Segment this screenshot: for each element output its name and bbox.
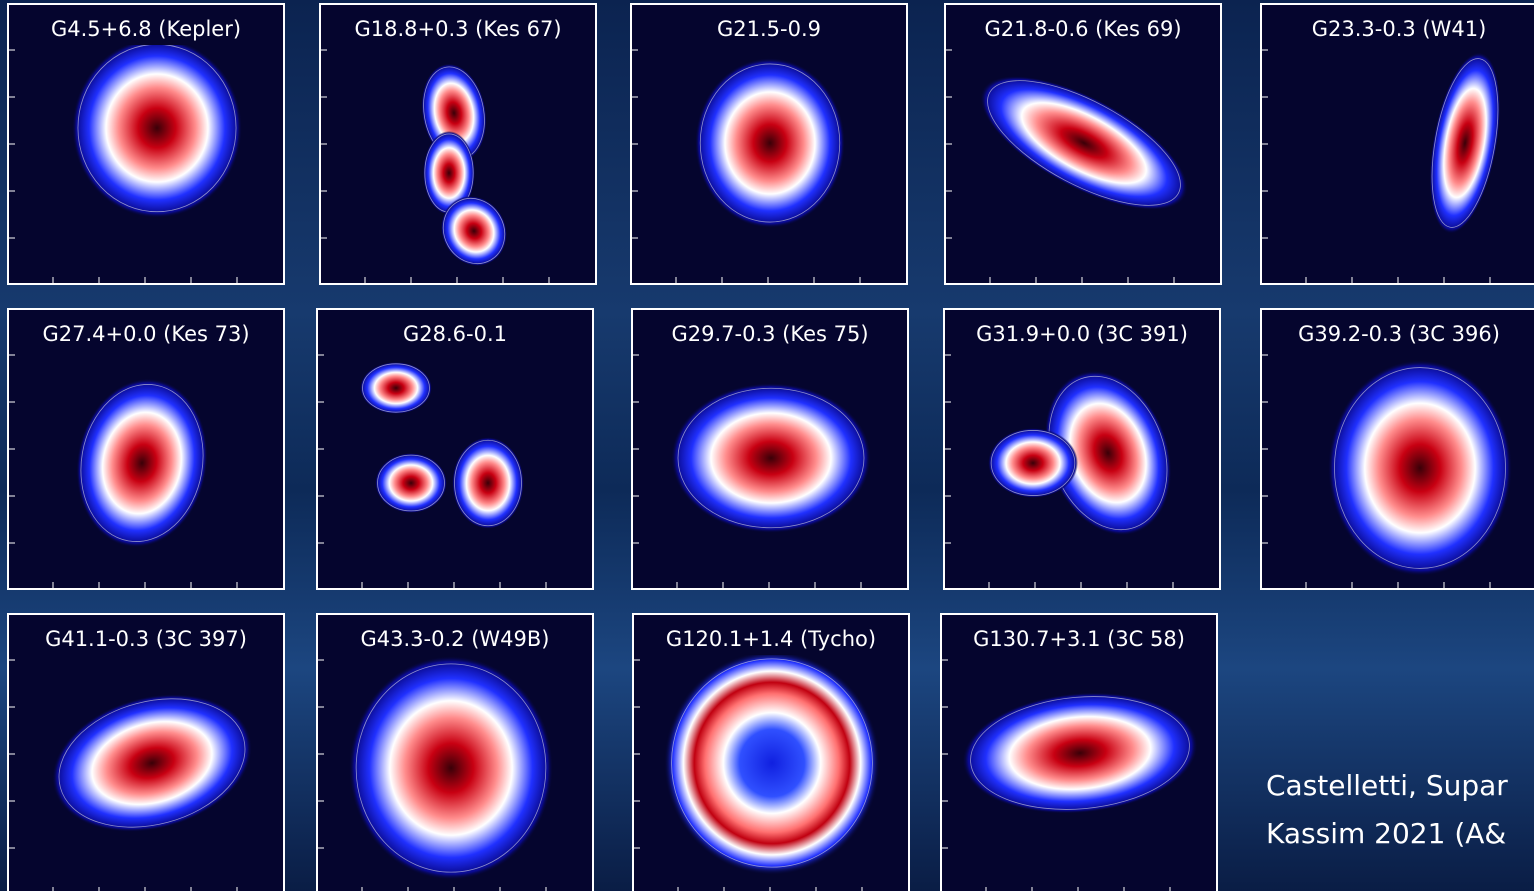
- panel-title: G23.3-0.3 (W41): [1312, 17, 1487, 41]
- image-panel: G23.3-0.3 (W41): [1261, 4, 1534, 284]
- emission-blob: [349, 656, 553, 880]
- panel-title: G29.7-0.3 (Kes 75): [671, 322, 868, 346]
- panel-title: G21.5-0.9: [717, 17, 821, 41]
- panel-background: [317, 309, 593, 589]
- page: Castelletti, Supar Kassim 2021 (A& G4.5+…: [0, 0, 1534, 891]
- image-panel: G120.1+1.4 (Tycho): [633, 614, 909, 891]
- image-panel: G18.8+0.3 (Kes 67): [320, 4, 596, 284]
- image-panel: G29.7-0.3 (Kes 75): [632, 309, 908, 589]
- image-panel: G28.6-0.1: [317, 309, 593, 589]
- panel-title: G41.1-0.3 (3C 397): [45, 627, 247, 651]
- emission-blob: [1328, 360, 1512, 576]
- panel-title: G18.8+0.3 (Kes 67): [354, 17, 561, 41]
- panel-title: G4.5+6.8 (Kepler): [51, 17, 241, 41]
- panel-title: G31.9+0.0 (3C 391): [976, 322, 1188, 346]
- panel-title: G28.6-0.1: [403, 322, 507, 346]
- slide: Castelletti, Supar Kassim 2021 (A& G4.5+…: [0, 0, 1534, 891]
- emission-blob: [988, 428, 1078, 498]
- citation-line: Castelletti, Supar: [1266, 769, 1508, 802]
- image-panel: G43.3-0.2 (W49B): [317, 614, 593, 891]
- citation-line: Kassim 2021 (A&: [1266, 817, 1506, 850]
- emission-blob: [375, 453, 447, 513]
- image-panel: G27.4+0.0 (Kes 73): [8, 309, 284, 589]
- image-panel: G39.2-0.3 (3C 396): [1261, 309, 1534, 589]
- emission-blob: [360, 362, 432, 414]
- image-panel: G41.1-0.3 (3C 397): [8, 614, 284, 891]
- emission-blob: [671, 383, 871, 533]
- panel-title: G43.3-0.2 (W49B): [361, 627, 550, 651]
- panel-title: G120.1+1.4 (Tycho): [666, 627, 876, 651]
- emission-blob: [695, 58, 845, 228]
- image-panel: G31.9+0.0 (3C 391): [944, 309, 1220, 589]
- panel-title: G39.2-0.3 (3C 396): [1298, 322, 1500, 346]
- panel-title: G27.4+0.0 (Kes 73): [42, 322, 249, 346]
- image-panel: G130.7+3.1 (3C 58): [941, 614, 1217, 891]
- image-panel: G21.8-0.6 (Kes 69): [945, 4, 1221, 284]
- emission-blob: [72, 38, 242, 218]
- emission-blob: [452, 437, 524, 529]
- image-panel: G21.5-0.9: [631, 4, 907, 284]
- panel-title: G21.8-0.6 (Kes 69): [984, 17, 1181, 41]
- image-panel: G4.5+6.8 (Kepler): [8, 4, 284, 284]
- panel-title: G130.7+3.1 (3C 58): [973, 627, 1185, 651]
- emission-blob: [664, 651, 880, 875]
